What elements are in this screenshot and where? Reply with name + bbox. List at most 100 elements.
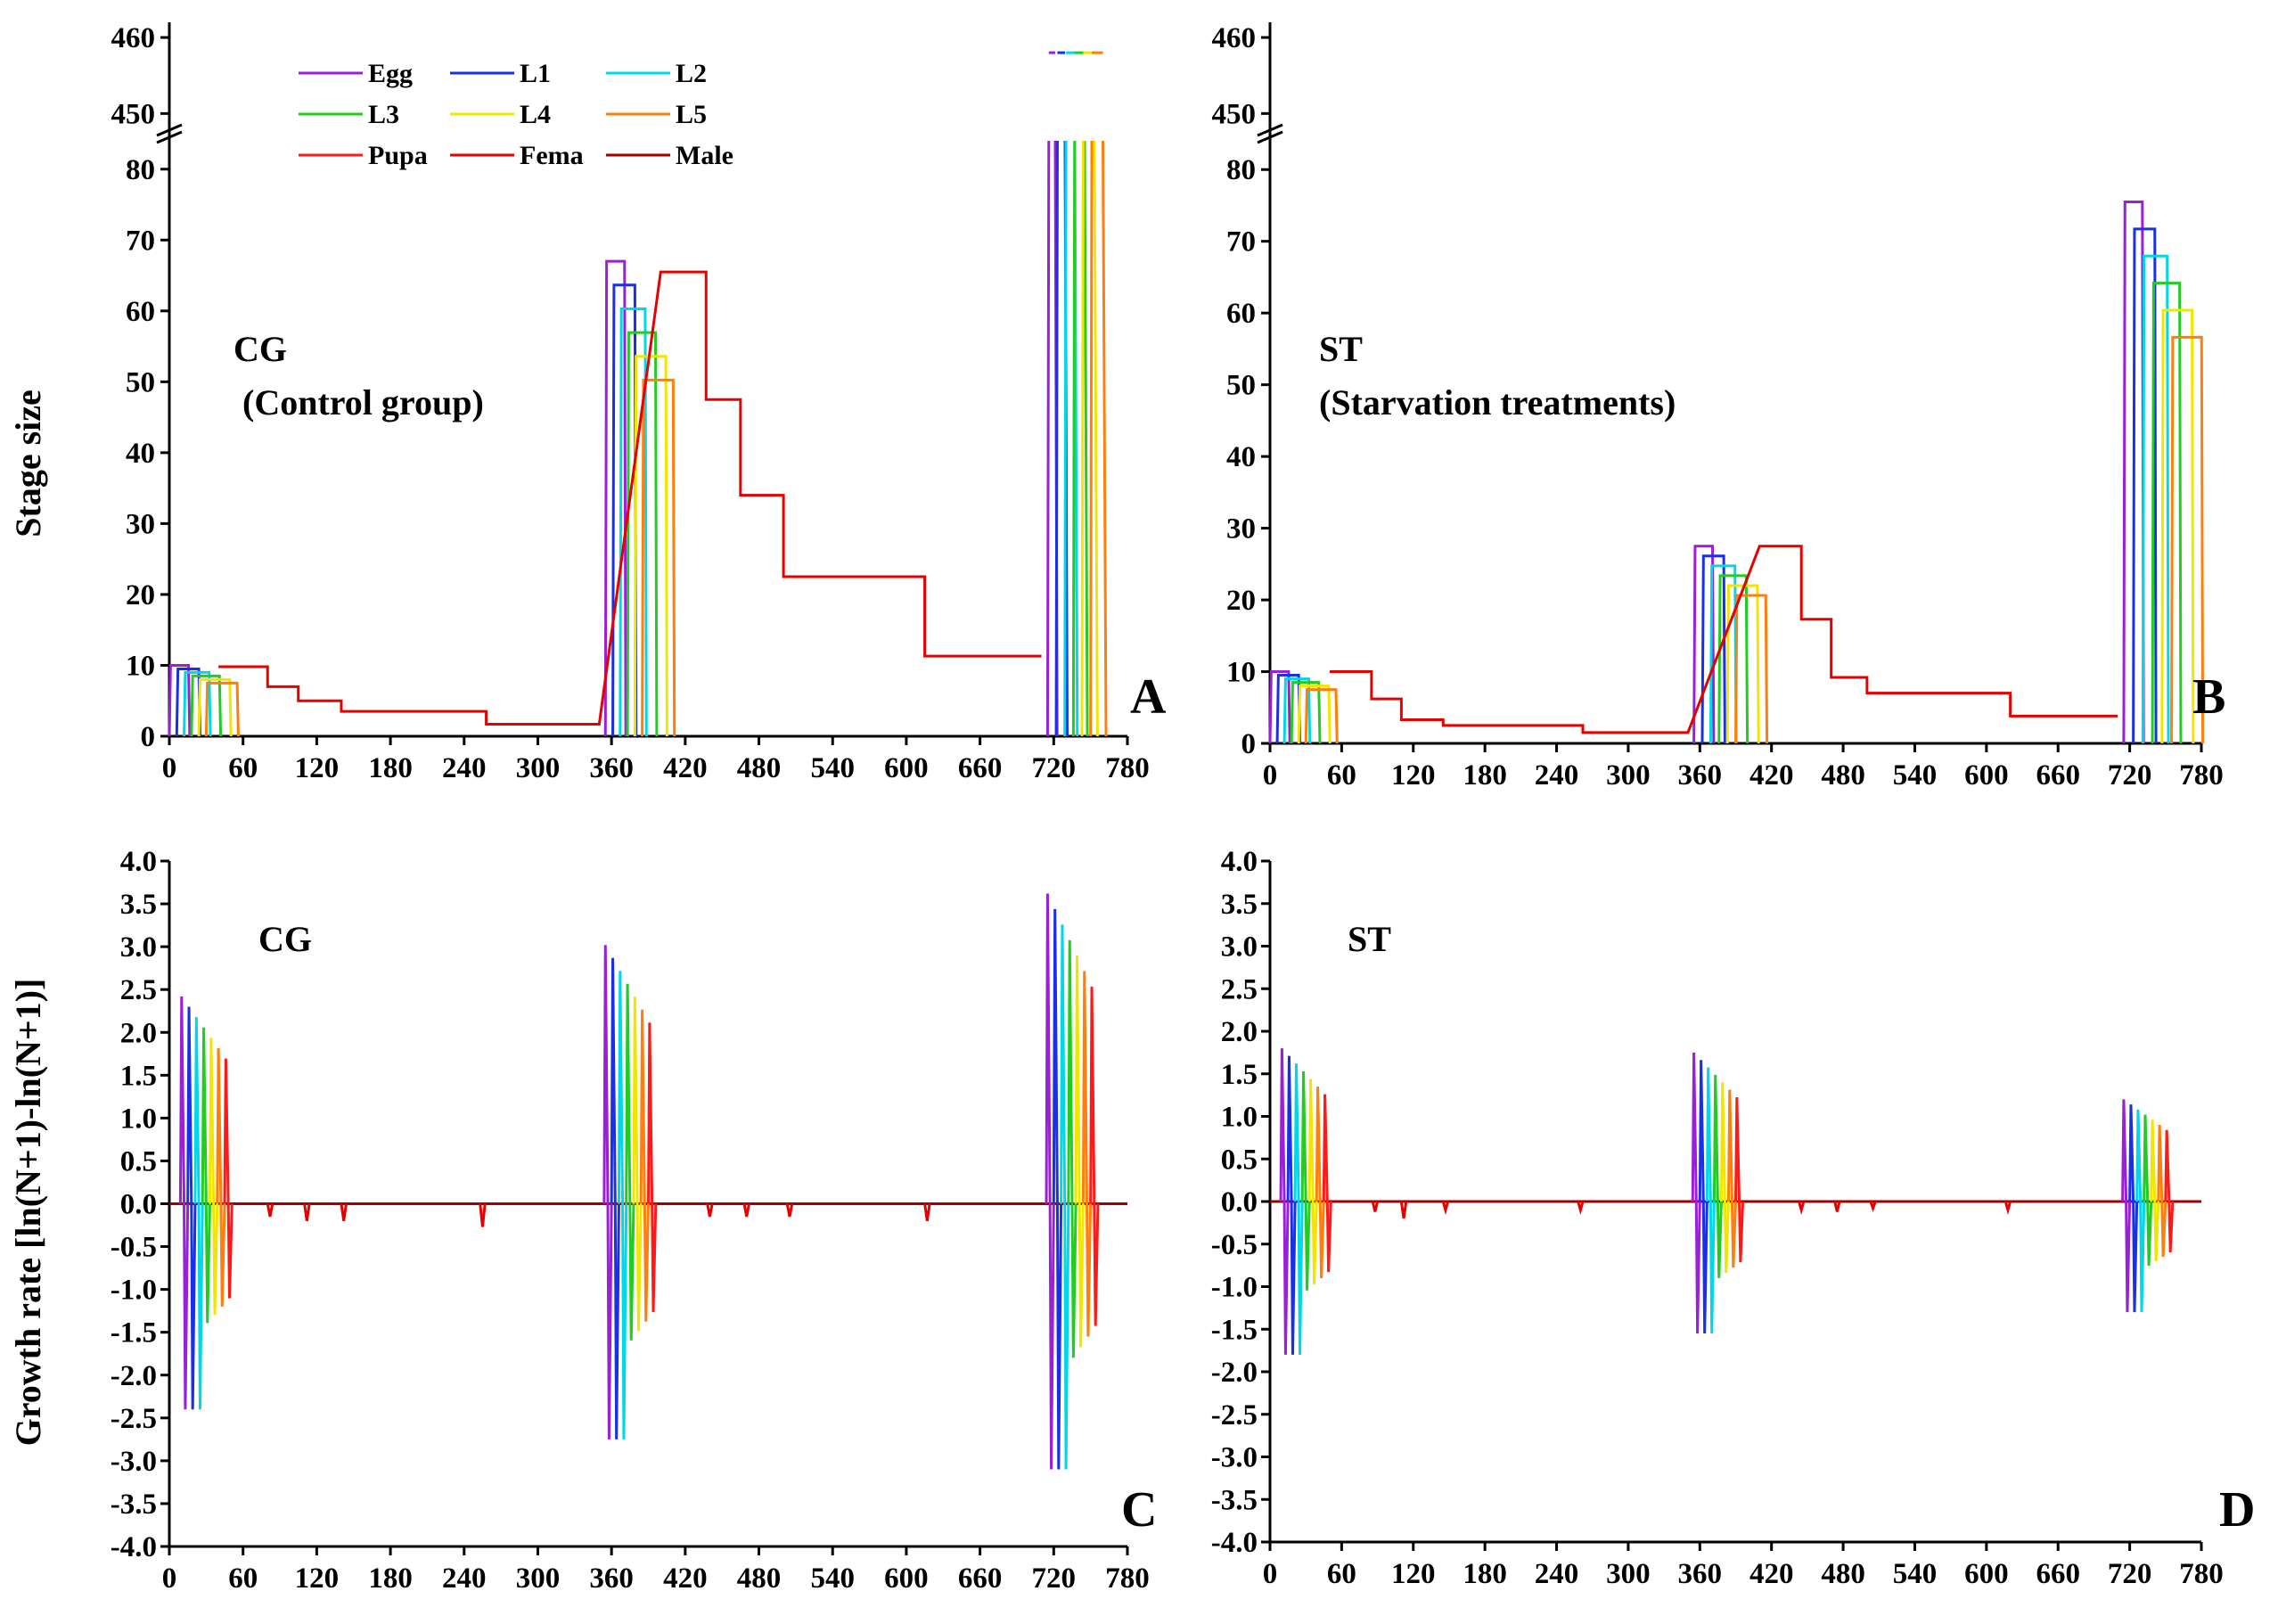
x-tick-label: 360 — [589, 1562, 634, 1595]
growth-series-l1 — [610, 957, 620, 1439]
growth-series-pupa — [2164, 1129, 2175, 1253]
y-tick-label: -3.5 — [111, 1489, 157, 1521]
growth-series-l1 — [1286, 1055, 1297, 1355]
x-tick-label: 240 — [1535, 1558, 1579, 1590]
x-tick-label: 480 — [737, 752, 782, 784]
x-tick-label: 360 — [1678, 1558, 1723, 1590]
stage-series-egg — [1268, 670, 1291, 744]
x-tick-label: 780 — [1105, 1562, 1150, 1595]
x-tick-label: 420 — [663, 752, 708, 784]
female-growth-dip — [1399, 1201, 1408, 1219]
growth-series-l5 — [1315, 1087, 1325, 1278]
x-tick-label: 540 — [810, 1562, 855, 1595]
x-tick-label: 720 — [2108, 1558, 2152, 1590]
legend-label-l4: L4 — [520, 100, 551, 129]
y-tick-label: -1.5 — [1211, 1314, 1258, 1346]
y-tick-label: 30 — [1226, 513, 1256, 545]
panel-a-annotation-sub: (Control group) — [242, 382, 484, 422]
stage-series-egg — [603, 259, 627, 737]
growth-series-l5 — [216, 1048, 226, 1307]
growth-series-egg — [1279, 1048, 1290, 1355]
y-tick-label: 2.5 — [120, 974, 157, 1006]
y-tick-label: -3.0 — [1211, 1442, 1258, 1474]
y-tick-label: -0.5 — [111, 1232, 157, 1264]
stage-series-l5 — [641, 378, 676, 737]
ylabel-stage-size: Stage size — [8, 390, 48, 537]
growth-series-egg — [1691, 1052, 1701, 1334]
y-tick-label: 0 — [141, 721, 156, 753]
growth-series-l2 — [617, 971, 628, 1439]
stage-series-l2 — [183, 670, 212, 737]
female-growth-dip — [1869, 1201, 1877, 1213]
growth-series-l4 — [632, 997, 643, 1332]
female-growth-dip — [742, 1203, 750, 1218]
x-tick-label: 360 — [1678, 759, 1723, 791]
female-growth-dip — [340, 1203, 348, 1221]
growth-series-pupa — [223, 1058, 234, 1299]
axis-break-mark — [156, 123, 183, 137]
legend-label-l3: L3 — [368, 100, 399, 129]
growth-series-l2 — [2135, 1109, 2146, 1313]
legend: Egg L1 L2 L3 L4 L5 Pupa Fema Male — [299, 59, 733, 170]
growth-series-l3 — [1067, 939, 1078, 1358]
x-tick-label: 60 — [1327, 759, 1356, 791]
y-tick-label: -2.0 — [1211, 1357, 1258, 1389]
y-tick-label: 1.5 — [120, 1060, 157, 1092]
stage-series-l3 — [1071, 51, 1089, 737]
x-tick-label: 480 — [1821, 759, 1865, 791]
x-tick-label: 420 — [663, 1562, 708, 1595]
growth-series-l5 — [1081, 971, 1093, 1337]
y-tick-label: -3.0 — [111, 1446, 157, 1478]
y-tick-label: 10 — [126, 650, 155, 682]
stage-series-l3 — [2151, 282, 2183, 744]
x-tick-label: 720 — [1032, 752, 1077, 784]
growth-series-egg — [178, 996, 190, 1410]
female-growth-dip — [706, 1203, 714, 1218]
growth-series-l4 — [1307, 1079, 1318, 1284]
growth-series-l2 — [1705, 1067, 1716, 1334]
axis-break-mark — [1257, 123, 1283, 137]
y-tick-label: 10 — [1226, 657, 1256, 689]
x-tick-label: 300 — [516, 752, 561, 784]
x-tick-label: 60 — [228, 752, 258, 784]
stage-series-l4 — [1725, 584, 1760, 744]
y-tick-label: 2.0 — [1221, 1016, 1258, 1048]
female-growth-dip — [1371, 1201, 1380, 1212]
panel-a-annotation-title: CG — [234, 329, 287, 369]
y-tick-label: 3.0 — [1221, 931, 1258, 964]
stage-series-egg — [168, 663, 192, 737]
stage-series-l4 — [1297, 685, 1332, 744]
stage-series-egg — [1692, 545, 1716, 744]
stage-series-l5 — [2170, 335, 2205, 744]
legend-label-male: Male — [676, 141, 733, 170]
x-tick-label: 660 — [958, 1562, 1003, 1595]
legend-label-l5: L5 — [676, 100, 707, 129]
y-tick-label: 40 — [126, 438, 155, 470]
growth-series-l4 — [1074, 956, 1085, 1348]
x-tick-label: 780 — [2179, 759, 2224, 791]
y-tick-label: 80 — [1226, 154, 1256, 186]
x-tick-label: 600 — [1964, 759, 2009, 791]
y-tick-label: 60 — [126, 296, 155, 328]
x-tick-label: 60 — [1327, 1558, 1356, 1590]
x-tick-label: 600 — [884, 752, 929, 784]
stage-series-l3 — [1290, 681, 1322, 744]
ylabel-growth-rate: Growth rate [ln(N+1)-ln(N+1)] — [8, 979, 48, 1447]
y-tick-label: 50 — [1226, 370, 1256, 402]
y-tick-label: 1.0 — [120, 1103, 157, 1135]
legend-label-pupa: Pupa — [368, 141, 428, 170]
female-growth-dip — [1577, 1201, 1585, 1216]
y-tick-label: -2.5 — [111, 1403, 157, 1435]
y-tick-label: 3.5 — [120, 889, 157, 921]
stage-series-l5 — [1734, 594, 1769, 744]
y-tick-label: -4.0 — [111, 1531, 157, 1563]
growth-series-pupa — [1089, 986, 1100, 1326]
y-tick-label: 4.0 — [120, 846, 157, 878]
x-tick-label: 720 — [2108, 759, 2152, 791]
female-growth-dip — [2003, 1201, 2012, 1216]
x-tick-label: 480 — [737, 1562, 782, 1595]
stage-series-l1 — [2132, 227, 2158, 744]
x-tick-label: 120 — [1391, 1558, 1436, 1590]
y-tick-label: 460 — [1212, 22, 1257, 54]
y-tick-label: -1.0 — [1211, 1272, 1258, 1304]
